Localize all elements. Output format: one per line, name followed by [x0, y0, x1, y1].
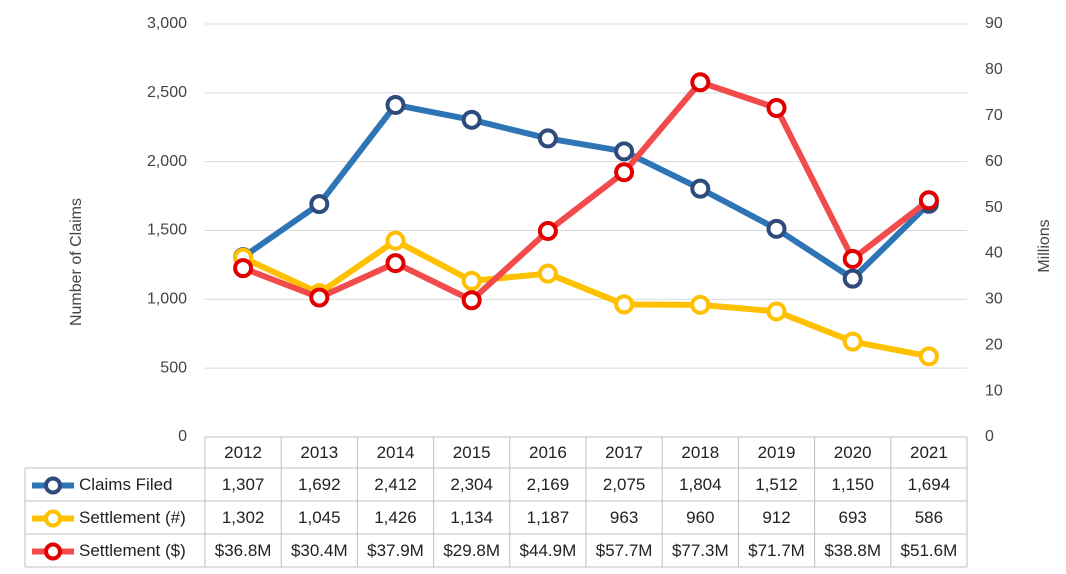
legend-label: Claims Filed: [79, 475, 173, 494]
y-tick-label: 500: [160, 359, 187, 376]
y2-tick-label: 50: [985, 199, 1003, 216]
table-value: 2,169: [527, 475, 570, 494]
table-value: $51.6M: [901, 541, 958, 560]
table-value: 960: [686, 508, 714, 527]
table-value: 586: [915, 508, 943, 527]
table-value: 1,804: [679, 475, 722, 494]
marker: [842, 268, 863, 289]
x-tick-label: 2013: [300, 443, 338, 462]
table-value: $77.3M: [672, 541, 729, 560]
legend-marker: [44, 476, 62, 495]
marker: [385, 253, 406, 274]
x-tick-label: 2012: [224, 443, 262, 462]
table-value: $36.8M: [215, 541, 272, 560]
y2-tick-label: 30: [985, 291, 1003, 308]
y-tick-label: 0: [178, 428, 187, 445]
marker: [461, 290, 482, 311]
marker: [614, 141, 635, 162]
marker: [537, 220, 558, 241]
table-value: 1,134: [450, 508, 493, 527]
table-value: 1,045: [298, 508, 341, 527]
table-value: 1,302: [222, 508, 265, 527]
marker: [842, 248, 863, 269]
x-tick-label: 2021: [910, 443, 948, 462]
x-tick-label: 2019: [758, 443, 796, 462]
marker: [918, 346, 939, 367]
marker: [690, 178, 711, 199]
x-tick-label: 2020: [834, 443, 872, 462]
marker: [385, 230, 406, 251]
table-value: 1,307: [222, 475, 265, 494]
marker: [537, 263, 558, 284]
table-value: 1,426: [374, 508, 417, 527]
marker: [461, 109, 482, 130]
table-value: 963: [610, 508, 638, 527]
table-value: $30.4M: [291, 541, 348, 560]
marker: [614, 294, 635, 315]
y-tick-label: 3,000: [147, 15, 187, 32]
x-tick-label: 2015: [453, 443, 491, 462]
table-value: $57.7M: [596, 541, 653, 560]
table-value: $29.8M: [443, 541, 500, 560]
table-value: $37.9M: [367, 541, 424, 560]
marker: [842, 331, 863, 352]
x-tick-label: 2016: [529, 443, 567, 462]
marker: [766, 301, 787, 322]
series-line: [241, 101, 932, 282]
y-tick-label: 1,500: [147, 222, 187, 239]
table-value: 1,150: [831, 475, 874, 494]
marker: [537, 128, 558, 149]
y-axis-title: Number of Claims: [68, 198, 85, 326]
x-tick-label: 2017: [605, 443, 643, 462]
marker: [385, 94, 406, 115]
marker: [614, 162, 635, 183]
y2-tick-label: 60: [985, 153, 1003, 170]
marker: [766, 97, 787, 118]
y2-tick-label: 70: [985, 107, 1003, 124]
table-value: 2,412: [374, 475, 417, 494]
legend-marker: [44, 542, 62, 561]
marker: [461, 270, 482, 291]
marker: [233, 258, 254, 279]
table-value: $71.7M: [748, 541, 805, 560]
table-value: 1,694: [908, 475, 951, 494]
series-line: [242, 79, 931, 304]
table-value: $38.8M: [824, 541, 881, 560]
marker: [690, 72, 711, 93]
table-value: 2,304: [450, 475, 493, 494]
series-line: [241, 237, 930, 360]
y2-tick-label: 90: [985, 15, 1003, 32]
legend-label: Settlement (#): [79, 508, 186, 527]
marker: [690, 294, 711, 315]
y-tick-label: 2,000: [147, 153, 187, 170]
y2-tick-label: 80: [985, 61, 1003, 78]
marker: [309, 194, 330, 215]
y2-axis-title: Millions: [1036, 219, 1053, 272]
marker: [918, 190, 939, 211]
table-value: 1,692: [298, 475, 341, 494]
table-value: 1,512: [755, 475, 798, 494]
legend-label: Settlement ($): [79, 541, 186, 560]
table-value: 912: [762, 508, 790, 527]
legend-marker: [44, 509, 62, 528]
marker: [766, 218, 787, 239]
table-value: 2,075: [603, 475, 646, 494]
table-value: 693: [839, 508, 867, 527]
y2-tick-label: 0: [985, 428, 994, 445]
y2-tick-label: 20: [985, 336, 1003, 353]
x-tick-label: 2014: [377, 443, 415, 462]
y-tick-label: 1,000: [147, 291, 187, 308]
y2-tick-label: 40: [985, 245, 1003, 262]
y2-tick-label: 10: [985, 382, 1003, 399]
y-tick-label: 2,500: [147, 84, 187, 101]
x-tick-label: 2018: [681, 443, 719, 462]
marker: [309, 287, 330, 308]
table-value: 1,187: [527, 508, 570, 527]
table-value: $44.9M: [520, 541, 577, 560]
